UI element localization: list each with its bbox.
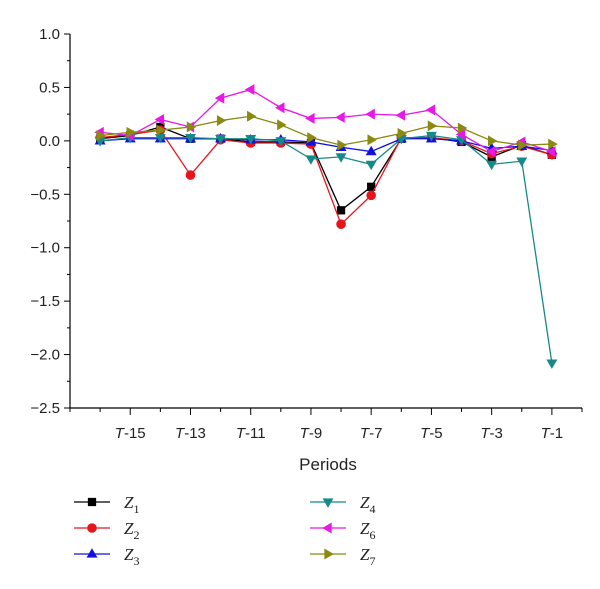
series-z2-point	[185, 170, 196, 180]
legend-entry-z1: Z1	[74, 493, 139, 516]
series-z6-point	[305, 112, 315, 124]
series-z7-line	[100, 115, 552, 146]
series-z2-point	[366, 190, 376, 201]
y-tick-label: 1.0	[39, 26, 60, 43]
series-z6-point	[485, 146, 496, 158]
series-z6	[94, 84, 556, 158]
legend-swatch-marker	[324, 548, 334, 560]
x-axis-title: Periods	[299, 455, 357, 474]
series-z7-point	[487, 135, 498, 147]
series-z6-point	[455, 128, 466, 140]
series-z4-line	[100, 134, 553, 364]
series-z6-point	[425, 104, 436, 116]
axes	[69, 34, 582, 409]
series-z6-point	[244, 84, 255, 96]
series-z4-point	[335, 153, 347, 163]
series-z7-point	[307, 132, 317, 144]
series-z7-point	[457, 122, 468, 134]
series-z4	[94, 131, 558, 369]
series-z3-line	[100, 138, 552, 153]
series-z4-point	[305, 155, 317, 165]
series-z6-point	[275, 102, 285, 114]
series-z7-point	[548, 138, 558, 150]
series-z4-point	[516, 157, 528, 167]
x-tick-label: T-1	[541, 425, 564, 442]
x-tick-label: T-11	[236, 425, 266, 442]
legend-swatch-marker	[322, 522, 332, 534]
series-z7-point	[367, 134, 377, 146]
y-tick-label: 0.0	[39, 133, 60, 150]
x-tick-label: T-5	[420, 425, 443, 442]
legend-swatch-marker	[87, 523, 97, 533]
x-tick-label: T-9	[300, 425, 323, 442]
legend-label: Z1	[124, 493, 139, 516]
series-z6-point	[214, 92, 225, 104]
legend-swatch-marker	[322, 498, 334, 508]
legend-entry-z6: Z6	[310, 519, 375, 542]
series-z4-point	[275, 137, 287, 147]
series-z6-point	[395, 109, 405, 121]
series-z7-point	[277, 119, 287, 131]
series-z7-point	[518, 139, 528, 151]
legend-swatch-marker	[87, 497, 97, 507]
series-z1-line	[100, 126, 553, 212]
series-z6-line	[100, 88, 553, 153]
series-z6-point	[365, 108, 375, 120]
series-z7-point	[126, 126, 137, 138]
y-tick-label: −2.0	[30, 347, 60, 364]
series-z4-point	[486, 160, 498, 171]
x-tick-label: T-3	[480, 425, 503, 442]
legend: Z1 Z2 Z3 Z4 Z6 Z7	[74, 493, 375, 568]
series-z7	[96, 110, 558, 151]
legend-entry-z4: Z4	[310, 493, 375, 516]
series-z7-point	[427, 120, 438, 132]
series-z3-point	[365, 145, 377, 156]
legend-label: Z3	[124, 545, 139, 568]
series-z4-point	[245, 135, 257, 145]
series-z7-point	[397, 127, 408, 139]
legend-entry-z3: Z3	[74, 545, 139, 568]
series-z6-point	[154, 114, 165, 125]
x-tick-label: T-13	[175, 425, 206, 442]
y-tick-label: 0.5	[39, 79, 60, 96]
series-z7-point	[216, 115, 227, 127]
series-z7-point	[156, 124, 167, 136]
legend-label: Z6	[360, 519, 375, 542]
series-z6-point	[335, 111, 345, 123]
series-z4-point	[365, 160, 377, 171]
plot-area	[94, 84, 558, 369]
series-z4-point	[154, 133, 166, 144]
legend-swatch-marker	[86, 548, 98, 558]
y-tick-label: −1.5	[30, 293, 60, 310]
x-tick-label: T-7	[360, 425, 383, 442]
legend-entry-z2: Z2	[74, 519, 139, 542]
legend-label: Z4	[360, 493, 375, 516]
series-z7-point	[337, 139, 347, 151]
legend-label: Z2	[124, 519, 139, 542]
series-z4-point	[546, 359, 558, 369]
series-z4-point	[215, 135, 227, 145]
legend-label: Z7	[360, 545, 375, 568]
y-tick-label: −0.5	[30, 186, 60, 203]
ticks: 1.0 0.5 0.0 −0.5 −1.0 −1.5 −2.0 −2.5 T-15 T-13 T-1…	[30, 26, 583, 442]
series-z6-point	[546, 146, 556, 158]
y-tick-label: −2.5	[30, 400, 60, 417]
series-z7-point	[186, 121, 197, 133]
series-z4-point	[185, 133, 196, 144]
series-z7-point	[247, 110, 257, 122]
series-z7-point	[96, 130, 106, 141]
series-z2-line	[100, 129, 553, 226]
series-z1-point	[336, 206, 346, 215]
series-z2-point	[336, 219, 346, 230]
legend-entry-z7: Z7	[310, 545, 375, 568]
series-z4-point	[425, 131, 437, 142]
x-tick-label: T-15	[115, 425, 146, 442]
y-tick-label: −1.0	[30, 240, 60, 257]
